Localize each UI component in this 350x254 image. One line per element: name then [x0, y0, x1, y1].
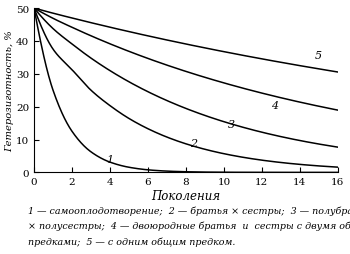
Text: предками;  5 — с одним общим предком.: предками; 5 — с одним общим предком.: [28, 236, 235, 246]
Text: 5: 5: [315, 51, 322, 60]
Text: 2: 2: [190, 138, 197, 148]
Text: × полусестры;  4 — двоюродные братья  и  сестры с двумя общими: × полусестры; 4 — двоюродные братья и се…: [28, 221, 350, 230]
Text: 4: 4: [271, 101, 279, 110]
Text: 3: 3: [228, 119, 235, 129]
Y-axis label: Гетерозиготность, %: Гетерозиготность, %: [6, 30, 15, 151]
Text: 1: 1: [106, 154, 113, 164]
X-axis label: Поколения: Поколения: [152, 189, 220, 202]
Text: 1 — самооплодотворение;  2 — братья × сестры;  3 — полубратья ×: 1 — самооплодотворение; 2 — братья × сес…: [28, 206, 350, 215]
